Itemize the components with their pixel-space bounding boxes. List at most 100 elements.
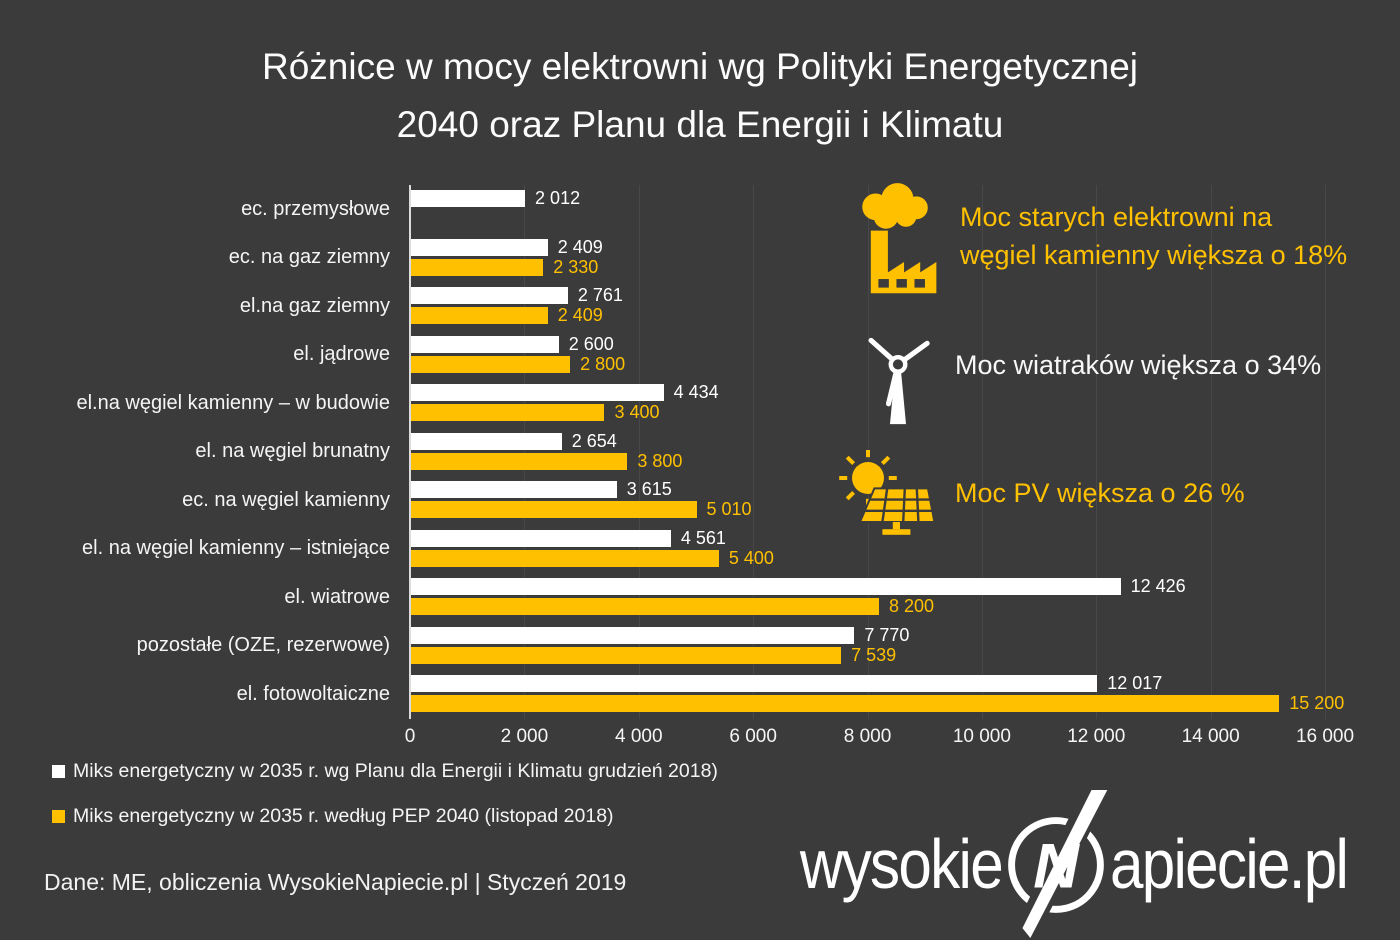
source-credit: Dane: ME, obliczenia WysokieNapiecie.pl …: [44, 869, 627, 895]
bar-track: 2 761: [410, 285, 1325, 305]
category-label: el. fotowoltaiczne: [236, 682, 390, 705]
bar-value-label: 8 200: [888, 596, 934, 616]
bar-value-label: 12 017: [1107, 673, 1163, 693]
bar-plan: [410, 335, 559, 353]
category-label: ec. przemysłowe: [241, 197, 390, 220]
bar-track: 7 770: [410, 624, 1325, 645]
bar-row: 4 434 3 400: [410, 379, 1325, 428]
legend-swatch-white-icon: [52, 765, 65, 778]
bar-track: 2 330: [410, 256, 1325, 277]
bar-value-label: 2 409: [557, 305, 603, 325]
factory-smoke-icon: [848, 178, 943, 311]
category-label: ec. na węgiel kamienny: [182, 488, 390, 511]
bar-value-label: 3 400: [614, 402, 660, 422]
x-axis-ticks: 0 2 000 4 000 6 000 8 000 10 000 12 000 14 000 1…: [405, 726, 1354, 752]
bar-chart: ec. przemysłowe ec. na gaz ziemny el.na ga…: [0, 185, 1354, 747]
bar-track: 12 426: [410, 576, 1325, 596]
bar-pep: [410, 307, 548, 324]
bar-pep: [410, 355, 571, 373]
bar-plan: [410, 287, 568, 304]
bar-plan: [410, 432, 562, 450]
bar-row: 7 770 7 539: [410, 622, 1325, 671]
bar-row: 12 426 8 200: [410, 573, 1325, 622]
bar-row: 2 012: [410, 185, 1325, 234]
gridline: [524, 185, 526, 719]
bar-row: 2 409 2 330: [410, 234, 1325, 283]
bar-track: 8 200: [410, 596, 1325, 616]
lightning-n-logo-icon: N: [1008, 784, 1114, 940]
x-axis-tick-label: 10 000: [952, 726, 1011, 747]
gridline: [638, 185, 640, 719]
bar-row: 2 761 2 409: [410, 282, 1325, 331]
category-label: el.na węgiel kamienny – w budowie: [76, 391, 390, 414]
bar-row: 12 017 15 200: [410, 670, 1344, 719]
plot-area: 2 012 2 409 2 330 2 761 2 409 2 600 2 800 4 434…: [405, 185, 1354, 747]
bar-track: 7 539: [410, 644, 1325, 665]
wind-turbine-icon: [858, 328, 938, 435]
bar-row: 2 654 3 800: [410, 428, 1325, 477]
bar-value-label: 4 561: [680, 527, 726, 548]
bar-value-label: 2 330: [553, 256, 599, 277]
title-line-1: Różnice w mocy elektrowni wg Polityki En…: [261, 46, 1138, 87]
bar-track: 2 800: [410, 353, 1325, 374]
page-title: Różnice w mocy elektrowni wg Polityki En…: [0, 38, 1400, 154]
bar-value-label: 2 761: [577, 285, 623, 305]
bar-pep: [410, 258, 544, 276]
legend-label-plan: Miks energetyczny w 2035 r. wg Planu dla…: [73, 760, 718, 782]
legend-item-pep: Miks energetyczny w 2035 r. według PEP 2…: [52, 805, 718, 828]
bar-plan: [410, 384, 664, 401]
bar-track: 5 010: [410, 499, 1325, 519]
bar-value-label: 2 800: [580, 353, 626, 374]
category-label: ec. na gaz ziemny: [228, 246, 390, 269]
bar-plan: [410, 481, 617, 498]
bar-row: 2 600 2 800: [410, 331, 1325, 380]
gridline: [753, 185, 755, 719]
annotation-pv-text: Moc PV większa o 26 %: [955, 478, 1245, 508]
gridline: [981, 185, 983, 719]
bar-value-label: 12 426: [1130, 576, 1186, 596]
bar-plan: [410, 190, 526, 207]
bar-plan: [410, 626, 855, 644]
solar-panel-sun-icon: [836, 449, 940, 543]
bar-value-label: 5 010: [706, 499, 752, 519]
bar-plan: [410, 578, 1121, 595]
bar-value-label: 7 770: [864, 624, 910, 645]
bar-track: 2 409: [410, 237, 1325, 257]
legend: Miks energetyczny w 2035 r. wg Planu dla…: [52, 760, 718, 850]
bar-value-label: 15 200: [1289, 693, 1345, 713]
bar-value-label: 3 615: [626, 479, 672, 499]
bar-row: 4 561 5 400: [410, 525, 1325, 574]
bar-track: 5 400: [410, 547, 1325, 568]
logo-text-prefix: wysokie: [800, 825, 1004, 903]
category-label: pozostałe (OZE, rezerwowe): [136, 634, 390, 657]
bar-track: 2 012: [410, 188, 1325, 208]
bar-track: 3 615: [410, 479, 1325, 499]
gridline: [1325, 185, 1326, 719]
category-label: el. na węgiel kamienny – istniejące: [82, 537, 390, 560]
bar-value-label: 5 400: [728, 547, 774, 568]
category-labels: ec. przemysłowe ec. na gaz ziemny el.na ga…: [0, 185, 410, 719]
svg-text:N: N: [1033, 832, 1080, 902]
legend-label-pep: Miks energetyczny w 2035 r. według PEP 2…: [73, 805, 614, 827]
x-axis-tick-label: 6 000: [729, 726, 777, 747]
bar-pep: [410, 452, 628, 470]
title-line-2: 2040 oraz Planu dla Energii i Klimatu: [396, 104, 1004, 145]
x-axis-tick-label: 4 000: [614, 726, 663, 747]
x-axis-tick-label: 0: [404, 726, 416, 747]
bar-value-label: 4 434: [673, 382, 719, 402]
y-axis-line: [409, 185, 411, 719]
gridline: [1210, 185, 1212, 719]
bar-value-label: 2 600: [568, 333, 614, 354]
x-axis-tick-label: 16 000: [1295, 726, 1355, 747]
bar-track: 3 800: [410, 451, 1325, 471]
bar-value-label: 7 539: [851, 644, 897, 665]
bar-plan: [410, 529, 671, 547]
bar-track: 2 600: [410, 333, 1325, 354]
x-axis-tick-label: 12 000: [1067, 726, 1126, 747]
bar-track: 4 434: [410, 382, 1325, 402]
bar-pep: [410, 646, 842, 664]
bar-plan: [410, 238, 548, 256]
bar-value-label: 2 012: [535, 188, 581, 208]
category-label: el. wiatrowe: [284, 585, 390, 608]
